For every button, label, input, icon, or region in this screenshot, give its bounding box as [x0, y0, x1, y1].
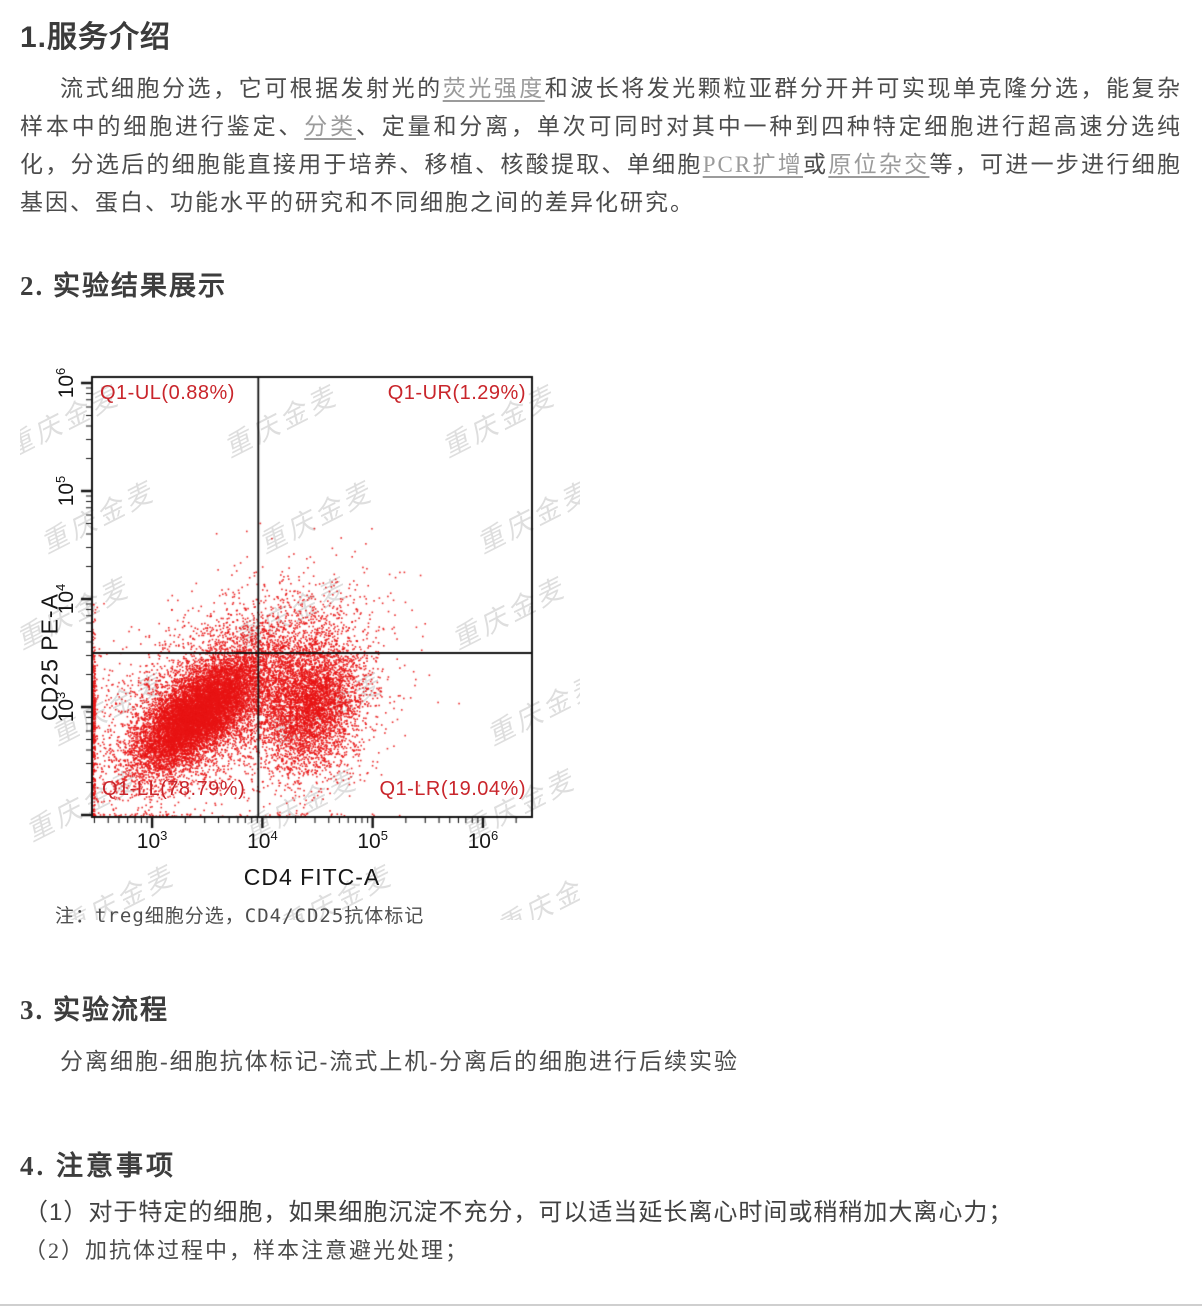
flow-cytometry-figure: 重庆金麦重庆金麦重庆金麦重庆金麦重庆金麦重庆金麦重庆金麦重庆金麦重庆金麦重庆金麦…: [20, 360, 580, 920]
precaution-item-1: （1）对于特定的细胞，如果细胞沉淀不充分，可以适当延长离心时间或稍稍加大离心力；: [24, 1199, 1014, 1226]
quadrant-label-upper-left: Q1-UL(0.88%): [100, 382, 235, 404]
section1-title: 1.服务介绍: [20, 21, 172, 54]
quadrant-label-upper-right: Q1-UR(1.29%): [387, 382, 526, 404]
scatter-plot-canvas: [20, 360, 580, 920]
quadrant-label-lower-left: Q1-LL(78.79%): [102, 778, 246, 800]
intro-paragraph: 流式细胞分选，它可根据发射光的荧光强度和波长将发光颗粒亚群分开并可实现单克隆分选…: [20, 70, 1182, 222]
intro-text: 或: [803, 152, 829, 177]
x-tick-label: 105: [357, 828, 388, 853]
x-axis-label: CD4 FITC-A: [243, 864, 381, 890]
link-classification[interactable]: 分类: [304, 114, 356, 139]
y-tick-label: 106: [53, 367, 78, 399]
x-tick-label: 104: [247, 828, 278, 853]
section4-title: 4. 注意事项: [20, 1151, 176, 1181]
x-tick-label: 106: [467, 828, 499, 853]
x-tick-label: 103: [136, 828, 168, 853]
intro-text: 和波长将发光颗粒亚群分开并可实现单克隆分选，能复杂样本中的细胞进行鉴定、: [20, 76, 1183, 139]
section2-title: 2. 实验结果展示: [20, 271, 227, 301]
link-in-situ-hybridization[interactable]: 原位杂交: [828, 152, 930, 177]
link-fluorescence-intensity[interactable]: 荧光强度: [442, 76, 545, 101]
section3-title: 3. 实验流程: [20, 995, 169, 1025]
quadrant-label-lower-right: Q1-LR(19.04%): [379, 778, 526, 800]
y-tick-label: 105: [53, 475, 78, 507]
bottom-divider: [0, 1304, 1202, 1306]
workflow-text: 分离细胞-细胞抗体标记-流式上机-分离后的细胞进行后续实验: [60, 1049, 739, 1074]
intro-text: 、定量和分离，单次可同时对其中一种到四种特定细胞进行超高速分选纯化，分选后的细胞…: [20, 114, 1183, 177]
link-pcr-amplification[interactable]: PCR扩增: [702, 152, 804, 177]
intro-text: 等，可进一步进行细胞基因、蛋白、功能水平的研究和不同细胞之间的差异化研究。: [20, 152, 1183, 215]
intro-text: 流式细胞分选，它可根据发射光的: [60, 76, 443, 101]
y-axis-label: CD25 PE-A: [36, 593, 63, 721]
precaution-item-2: （2）加抗体过程中，样本注意避光处理；: [24, 1238, 470, 1263]
